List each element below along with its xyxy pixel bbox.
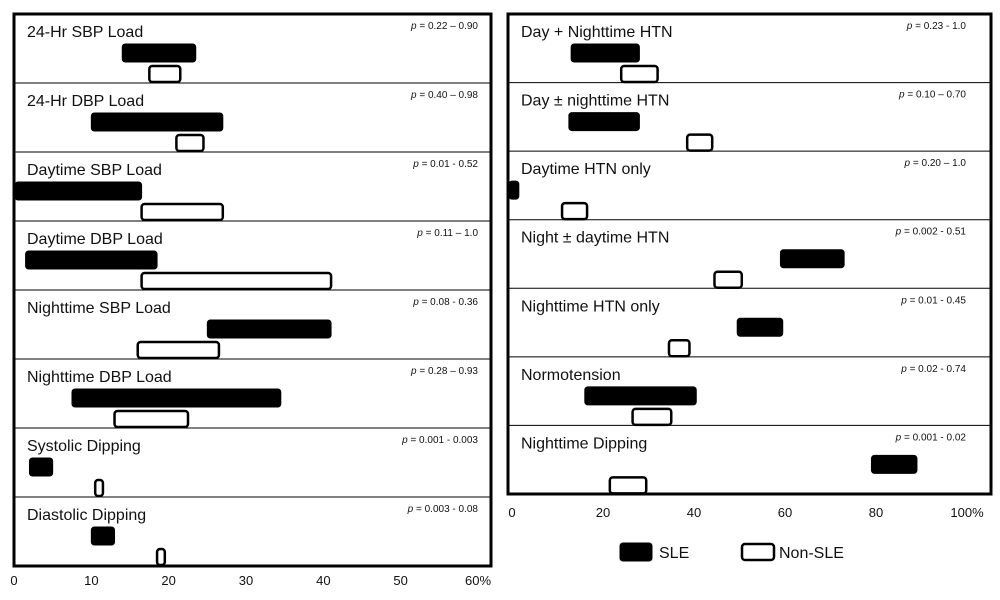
row-label: Normotension <box>521 367 621 384</box>
legend-label-non-sle: Non-SLE <box>779 545 844 562</box>
legend: SLE Non-SLE <box>619 542 844 562</box>
bar-non-sle <box>631 407 673 427</box>
bar-sle <box>206 319 332 339</box>
bar-sle <box>90 112 224 132</box>
x-tick-label: 40 <box>316 573 330 588</box>
legend-swatch-non-sle <box>740 542 776 562</box>
row-label: Daytime DBP Load <box>27 231 163 248</box>
bar-sle <box>508 180 520 200</box>
bar-non-sle <box>713 270 744 289</box>
bar-sle <box>870 454 918 474</box>
panel-frame <box>506 12 993 496</box>
bar-non-sle <box>136 340 221 360</box>
row-p-value: p = 0.20 – 1.0 <box>904 158 967 169</box>
row-p-value: p = 0.11 – 1.0 <box>416 228 478 239</box>
chart-panel-right: Day + Nighttime HTN p = 0.23 - 1.0 Day ± n… <box>506 12 993 520</box>
x-tick-label: 0 <box>10 573 17 588</box>
x-tick-label: 20 <box>161 573 175 588</box>
row-p-value: p = 0.08 - 0.36 <box>412 297 478 308</box>
row-p-value: p = 0.01 - 0.45 <box>900 295 966 306</box>
row-label: Nighttime Dipping <box>521 435 647 452</box>
row-p-value: p = 0.01 - 0.52 <box>412 159 478 170</box>
bar-non-sle <box>560 201 589 221</box>
bar-non-sle <box>140 202 225 222</box>
row-label: Daytime SBP Load <box>27 162 162 179</box>
bar-non-sle <box>155 547 167 567</box>
row-label: Systolic Dipping <box>27 438 141 455</box>
row-p-value: p = 0.001 - 0.003 <box>401 435 478 446</box>
x-tick-label: 40 <box>687 505 701 520</box>
row-p-value: p = 0.003 - 0.08 <box>407 504 479 515</box>
x-tick-label: 30 <box>239 573 253 588</box>
bar-sle <box>568 112 640 132</box>
row-label: Nighttime SBP Load <box>27 300 171 317</box>
x-tick-label: 60% <box>465 573 491 588</box>
row-label: Diastolic Dipping <box>27 507 146 524</box>
row-label: 24-Hr SBP Load <box>27 24 143 41</box>
row-p-value: p = 0.28 – 0.93 <box>410 366 478 377</box>
x-tick-label: 10 <box>84 573 98 588</box>
row-label: Day ± nighttime HTN <box>521 93 669 110</box>
row-p-value: p = 0.40 – 0.98 <box>410 90 478 101</box>
row-p-value: p = 0.002 - 0.51 <box>895 227 967 238</box>
bar-non-sle <box>175 133 205 153</box>
bar-sle <box>25 250 158 270</box>
row-p-value: p = 0.10 – 0.70 <box>898 90 966 101</box>
bar-sle <box>736 317 784 337</box>
bar-non-sle <box>93 478 105 498</box>
bar-sle <box>71 388 282 408</box>
bar-sle <box>779 249 845 269</box>
legend-label-sle: SLE <box>659 545 689 562</box>
bar-non-sle <box>148 64 182 84</box>
bar-sle <box>14 181 143 201</box>
bar-sle <box>121 43 197 63</box>
chart-panel-left: 24-Hr SBP Load p = 0.22 – 0.90 24-Hr DBP L… <box>10 12 493 588</box>
row-label: Nighttime DBP Load <box>27 369 172 386</box>
x-tick-label: 0 <box>508 505 515 520</box>
row-p-value: p = 0.22 – 0.90 <box>410 21 478 32</box>
bar-non-sle <box>113 409 190 429</box>
bar-non-sle <box>667 339 691 358</box>
bar-non-sle <box>608 476 648 495</box>
row-p-value: p = 0.001 - 0.02 <box>895 432 967 443</box>
row-label: Daytime HTN only <box>521 161 651 178</box>
row-label: Night ± daytime HTN <box>521 230 669 247</box>
row-label: 24-Hr DBP Load <box>27 93 144 110</box>
bar-sle <box>28 457 54 477</box>
row-label: Nighttime HTN only <box>521 298 660 315</box>
row-p-value: p = 0.23 - 1.0 <box>906 21 967 32</box>
x-tick-label: 100% <box>950 505 984 520</box>
bar-sle <box>584 386 697 406</box>
bar-non-sle <box>140 271 333 291</box>
x-tick-label: 20 <box>596 505 610 520</box>
row-p-value: p = 0.02 - 0.74 <box>900 364 966 375</box>
bar-non-sle <box>619 64 659 84</box>
x-tick-label: 60 <box>778 505 792 520</box>
bar-non-sle <box>685 133 714 152</box>
row-label: Day + Nighttime HTN <box>521 24 673 41</box>
legend-swatch-sle <box>619 542 653 562</box>
bar-sle <box>570 43 640 63</box>
x-tick-label: 50 <box>393 573 407 588</box>
x-tick-label: 80 <box>869 505 883 520</box>
bar-sle <box>90 526 116 546</box>
